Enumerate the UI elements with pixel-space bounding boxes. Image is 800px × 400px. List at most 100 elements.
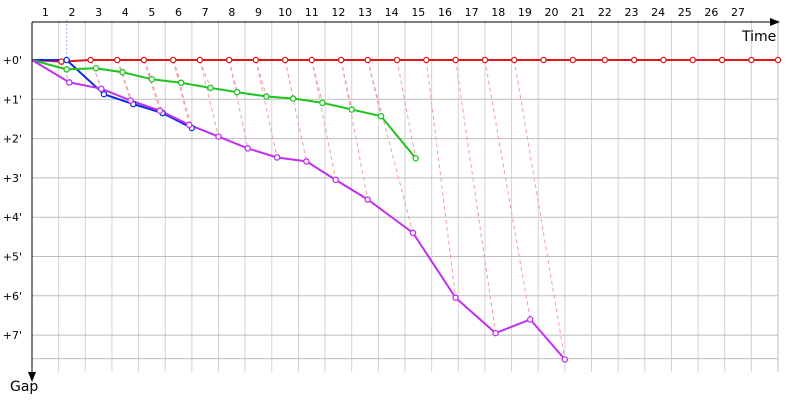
connector-line: [455, 59, 497, 334]
x-tick-label: 4: [122, 6, 129, 19]
x-tick-labels: 1 2 3 4 5 6 7 8 9 10 11 12 13 14 15 16 17 18 19 20 21 22 23 24 2…: [42, 6, 745, 19]
x-tick-label: 18: [491, 6, 505, 19]
x-tick-label: 26: [704, 6, 718, 19]
connector-line: [340, 59, 369, 200]
x-tick-label: 19: [518, 6, 532, 19]
data-point: [409, 229, 417, 237]
y-tick-label: +2': [3, 133, 22, 146]
data-point: [364, 196, 371, 203]
data-point: [273, 154, 281, 161]
data-point: [140, 56, 148, 64]
data-point: [601, 56, 609, 64]
y-tick-label: +7': [3, 329, 22, 342]
data-point: [303, 158, 310, 165]
x-tick-label: 11: [305, 6, 319, 19]
data-point: [127, 97, 134, 104]
data-point: [207, 84, 214, 92]
x-axis-arrow-icon: [770, 18, 780, 26]
x-tick-label: 3: [95, 6, 102, 19]
x-tick-label: 22: [598, 6, 612, 19]
data-point: [337, 56, 345, 64]
series-points: [58, 56, 782, 363]
x-tick-label: 23: [624, 6, 638, 19]
y-tick-label: +4': [3, 211, 22, 224]
data-point: [289, 95, 297, 102]
connector-line: [60, 61, 70, 83]
connector-line: [311, 59, 337, 180]
data-point: [119, 68, 126, 76]
data-point: [281, 56, 289, 64]
x-tick-label: 16: [438, 6, 452, 19]
connector-line: [311, 59, 323, 103]
data-point: [569, 56, 577, 64]
data-point: [233, 88, 241, 96]
data-point: [630, 56, 638, 64]
data-point: [196, 56, 204, 64]
connector-line: [367, 59, 382, 117]
connector-line: [172, 59, 193, 129]
connector-line: [116, 59, 134, 105]
data-point: [452, 294, 459, 302]
connector-lines: [60, 59, 566, 360]
x-tick-label: 2: [68, 6, 75, 19]
y-tick-label: +1': [3, 93, 22, 106]
x-tick-label: 25: [678, 6, 692, 19]
connector-line: [513, 59, 566, 360]
x-tick-label: 8: [228, 6, 235, 19]
data-point: [364, 56, 371, 64]
y-axis-title: Gap: [10, 379, 38, 395]
data-point: [319, 99, 326, 107]
data-point: [185, 121, 193, 129]
y-tick-label: +0': [3, 54, 22, 67]
connector-line: [143, 59, 164, 114]
data-point: [66, 79, 73, 86]
data-point: [332, 176, 339, 184]
y-tick-labels: +0' +1' +2' +3' +4' +5' +6' +7': [3, 54, 22, 342]
x-tick-label: 5: [148, 6, 155, 19]
data-point: [263, 93, 270, 100]
connector-line: [484, 59, 531, 320]
series-line-3: [31, 59, 417, 159]
data-point: [492, 329, 499, 337]
data-point: [526, 316, 534, 323]
x-tick-label: 24: [651, 6, 665, 19]
x-tick-label: 7: [202, 6, 209, 19]
x-tick-label: 13: [358, 6, 372, 19]
data-point: [58, 58, 65, 65]
data-point: [774, 56, 782, 64]
x-tick-label: 15: [411, 6, 425, 19]
data-point: [100, 90, 108, 98]
data-point: [540, 56, 547, 64]
data-point: [393, 56, 401, 64]
y-tick-label: +6': [3, 290, 22, 303]
data-point: [156, 107, 164, 114]
y-axis-arrow-icon: [28, 372, 36, 382]
y-tick-label: +5': [3, 251, 22, 264]
x-axis-title: Time: [741, 29, 776, 45]
connector-line: [116, 59, 132, 101]
connector-line: [367, 59, 414, 234]
data-point: [244, 145, 252, 152]
x-tick-label: 21: [571, 6, 585, 19]
connector-line: [396, 59, 417, 159]
data-point: [660, 56, 667, 64]
data-point: [423, 56, 430, 64]
data-point: [169, 56, 177, 64]
data-point: [481, 56, 489, 64]
y-tick-label: +3': [3, 172, 22, 185]
data-point: [348, 106, 355, 113]
data-point: [377, 112, 385, 120]
data-point: [215, 133, 222, 140]
x-tick-label: 27: [731, 6, 745, 19]
connector-line: [340, 59, 353, 110]
connector-line: [199, 59, 211, 89]
data-point: [63, 56, 70, 64]
data-point: [510, 56, 518, 64]
data-point: [177, 79, 185, 87]
axes: [28, 18, 780, 382]
x-tick-label: 9: [255, 6, 262, 19]
x-tick-label: 14: [385, 6, 399, 19]
data-point: [252, 56, 260, 64]
connector-line: [255, 59, 267, 97]
data-point: [689, 56, 696, 64]
